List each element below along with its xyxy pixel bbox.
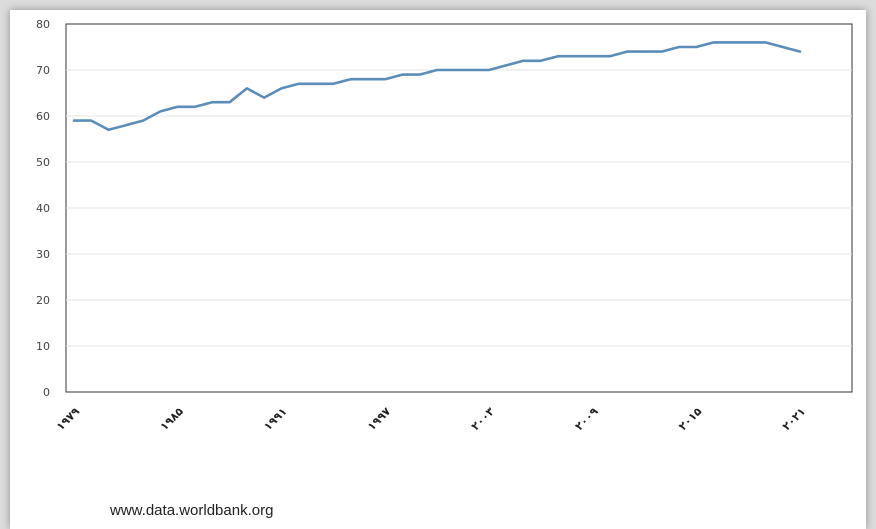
y-tick-label: 0: [43, 386, 50, 399]
x-tick-label: ۲۰۱۵: [676, 405, 704, 433]
y-tick-label: 50: [36, 156, 50, 169]
y-tick-label: 30: [36, 248, 50, 261]
x-tick-label: ۲۰۲۱: [780, 405, 808, 433]
series-line: [72, 41, 802, 132]
x-tick-label: ۱۹۸۵: [158, 405, 186, 433]
y-tick-label: 60: [36, 110, 50, 123]
source-text: www.data.worldbank.org: [110, 502, 274, 519]
x-tick-label: ۲۰۰۹: [573, 405, 601, 433]
y-tick-label: 70: [36, 64, 50, 77]
y-tick-label: 10: [36, 340, 50, 353]
y-tick-label: 20: [36, 294, 50, 307]
x-tick-label: ۱۹۹۱: [261, 405, 289, 433]
x-tick-label: ۱۹۹۷: [365, 405, 393, 433]
y-tick-label: 40: [36, 202, 50, 215]
x-tick-label: ۲۰۰۳: [469, 405, 497, 433]
y-tick-label: 80: [36, 18, 50, 31]
x-tick-label: ۱۹۷۹: [54, 405, 82, 433]
chart-card: [10, 10, 866, 529]
